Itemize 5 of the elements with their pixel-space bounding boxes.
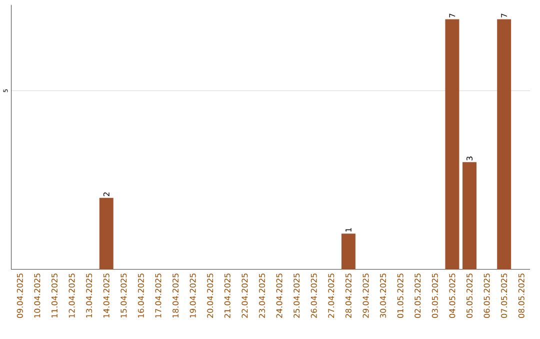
bar [341,234,356,270]
bar [445,19,460,270]
bar [462,162,476,270]
bar [497,19,512,270]
bar [99,198,114,270]
